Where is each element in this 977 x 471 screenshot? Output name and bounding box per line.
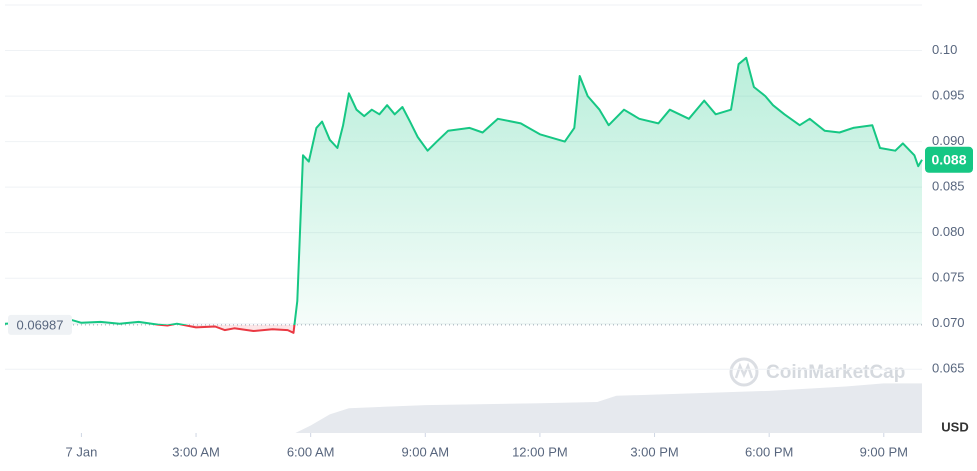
price-line [4, 56, 923, 334]
watermark-logo [729, 357, 759, 387]
y-tick-label: 0.090 [932, 133, 965, 148]
x-tick-label: 6:00 AM [287, 444, 335, 459]
y-tick-label: 0.075 [932, 270, 965, 285]
x-tick-label: 7 Jan [66, 444, 98, 459]
y-tick-label: 0.10 [932, 42, 957, 57]
price-area [5, 57, 922, 333]
y-tick-label: 0.070 [932, 315, 965, 330]
baseline-label: 0.06987 [17, 317, 64, 332]
current-price-bg [925, 146, 973, 173]
x-tick-label: 3:00 PM [630, 444, 678, 459]
current-price-label: 0.088 [931, 152, 966, 168]
watermark-logo-m [734, 362, 754, 379]
currency-label: USD [941, 419, 968, 434]
baseline-label-bg [8, 314, 72, 335]
x-tick-label: 9:00 AM [401, 444, 449, 459]
x-tick-label: 12:00 PM [512, 444, 568, 459]
x-tick-label: 3:00 AM [172, 444, 220, 459]
watermark-text: CoinMarketCap [766, 362, 905, 383]
y-tick-label: 0.095 [932, 88, 965, 103]
y-tick-label: 0.085 [932, 179, 965, 194]
y-tick-label: 0.080 [932, 224, 965, 239]
watermark: CoinMarketCap [729, 357, 905, 387]
volume-area [5, 383, 922, 433]
y-tick-label: 0.065 [932, 361, 965, 376]
x-tick-label: 9:00 PM [860, 444, 908, 459]
x-tick-label: 6:00 PM [745, 444, 793, 459]
